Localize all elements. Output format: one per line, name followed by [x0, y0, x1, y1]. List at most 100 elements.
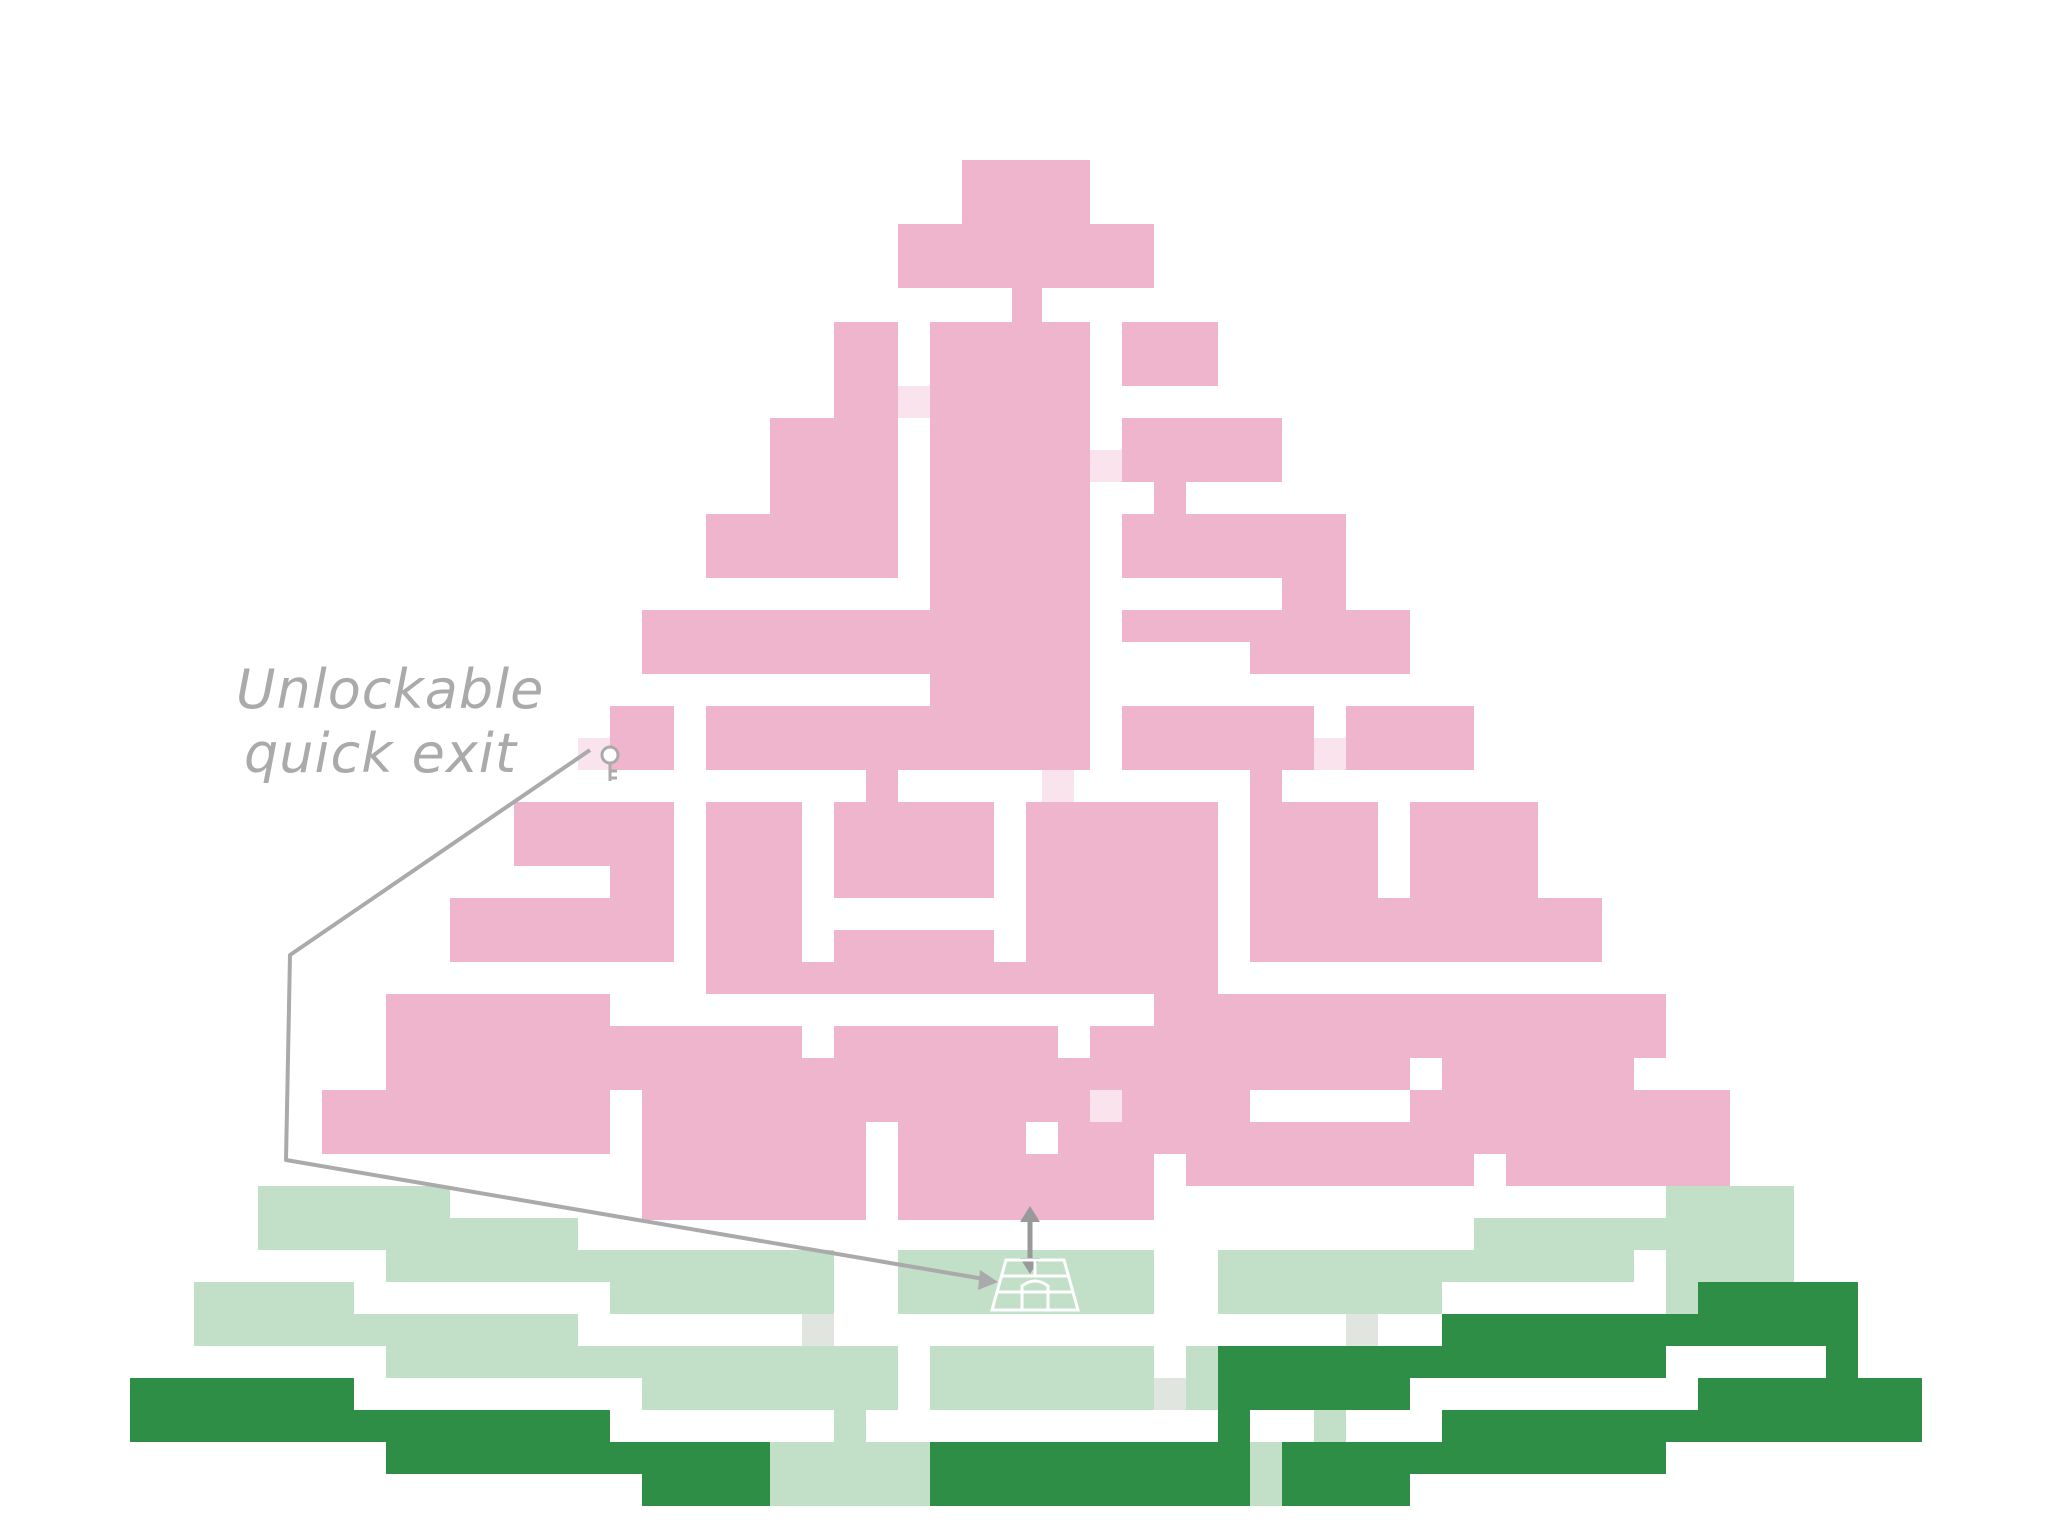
lower-maze-block: [194, 1282, 354, 1346]
callout-line: [284, 748, 991, 1282]
upper-maze-block: [898, 224, 1154, 288]
lower-maze-block: [1666, 1186, 1794, 1250]
upper-maze-block: [642, 1186, 866, 1220]
lower-maze-block: [834, 1410, 866, 1442]
lower-maze-dark-block: [1282, 1442, 1666, 1474]
upper-maze-block: [450, 898, 674, 962]
lower-maze-dark-block: [1826, 1346, 1858, 1378]
lower-maze-block: [930, 1346, 1154, 1410]
upper-maze-block: [1282, 578, 1346, 610]
upper-maze-block: [1442, 1058, 1602, 1090]
lower-maze-block: [354, 1314, 578, 1346]
upper-maze-block: [706, 866, 802, 898]
upper-maze-block: [898, 1154, 1154, 1186]
upper-maze-block: [642, 1154, 866, 1186]
upper-maze-block: [706, 802, 802, 866]
upper-maze-block: [1122, 706, 1314, 770]
lower-maze-hidden-cell: [802, 1314, 834, 1346]
upper-maze-block: [642, 1058, 1250, 1122]
lower-maze-block: [1218, 1250, 1442, 1314]
upper-maze-block: [930, 418, 1090, 546]
lower-maze-hidden-cell: [1154, 1378, 1186, 1410]
upper-maze-hidden-cell: [1090, 450, 1122, 482]
upper-maze-block: [1346, 706, 1474, 770]
upper-maze-block: [1506, 1154, 1730, 1186]
upper-maze-block: [1122, 610, 1250, 642]
upper-maze-hidden-cell: [1042, 770, 1074, 802]
upper-maze-block: [962, 160, 1090, 224]
upper-maze-block: [866, 770, 898, 802]
key-icon[interactable]: [600, 745, 620, 781]
lower-maze-block: [610, 1282, 834, 1314]
upper-maze-block: [514, 802, 674, 866]
upper-maze-block: [322, 1090, 610, 1154]
upper-maze-hidden-cell: [1314, 738, 1346, 770]
upper-maze-block: [1282, 994, 1666, 1058]
upper-maze-block: [642, 1122, 866, 1154]
upper-maze-block: [1602, 1058, 1634, 1090]
lower-maze-block: [386, 1346, 898, 1378]
upper-maze-hidden-cell: [898, 386, 930, 418]
upper-maze-block: [1090, 1026, 1154, 1058]
upper-maze-block: [1250, 610, 1410, 674]
lower-maze-dark-block: [1218, 1378, 1250, 1506]
lower-maze-dark-block: [354, 1410, 610, 1442]
upper-maze-block: [706, 514, 898, 578]
upper-maze-block: [930, 610, 1090, 674]
upper-maze-block: [610, 866, 674, 898]
upper-maze-block: [1122, 418, 1282, 482]
lower-maze-hidden-cells: [802, 1314, 1378, 1410]
upper-maze-block: [1250, 898, 1602, 962]
callout-label-line1: Unlockable: [236, 658, 544, 721]
upper-maze-block: [930, 674, 1090, 770]
upper-maze-block: [1314, 1122, 1410, 1154]
upper-maze-block: [1410, 802, 1538, 866]
upper-maze-block: [1154, 994, 1282, 1058]
lower-maze-block: [1442, 1250, 1634, 1282]
upper-maze-block: [1122, 322, 1218, 386]
callout-label-line2: quick exit: [244, 722, 518, 785]
upper-maze-block: [834, 802, 994, 898]
upper-maze-block: [834, 322, 898, 418]
lower-maze-dark-block: [1442, 1314, 1698, 1346]
upper-maze-block: [1026, 802, 1218, 866]
lower-maze-dark-block: [642, 1474, 770, 1506]
lower-maze-block: [834, 1474, 930, 1506]
upper-maze-block: [386, 994, 610, 1090]
upper-maze-block: [1026, 898, 1218, 962]
upper-maze-block: [1410, 1090, 1730, 1154]
upper-maze-block: [898, 1122, 1026, 1154]
lower-maze-hidden-cell: [1346, 1314, 1378, 1346]
upper-maze-block: [1122, 546, 1186, 578]
lower-maze-block: [1186, 1346, 1218, 1410]
upper-maze-block: [706, 706, 930, 770]
lower-maze-dark-block: [930, 1442, 1250, 1506]
lower-maze-dark-block: [1698, 1282, 1858, 1346]
upper-maze-block: [706, 898, 802, 962]
upper-maze-block: [1250, 770, 1282, 802]
upper-maze-block: [706, 962, 1218, 994]
lower-maze-dark-block: [1282, 1474, 1410, 1506]
upper-maze-block: [930, 322, 1090, 418]
upper-maze-block: [1026, 866, 1218, 898]
upper-maze-block: [1012, 288, 1042, 322]
upper-maze-block: [1250, 802, 1378, 866]
upper-maze-hidden-cell: [1090, 1090, 1122, 1122]
lower-maze-block: [386, 1250, 834, 1282]
lower-maze-block: [1250, 1442, 1282, 1506]
exit-gate-icon[interactable]: [990, 1258, 1080, 1312]
lower-maze-block: [1474, 1218, 1666, 1250]
lower-maze-dark-block: [130, 1378, 354, 1442]
upper-maze-block: [1250, 866, 1378, 898]
upper-maze-block: [930, 546, 1090, 610]
upper-maze-zone: [322, 160, 1730, 1220]
lower-maze-zone-dark: [130, 1282, 1922, 1506]
lower-maze-block: [642, 1378, 898, 1410]
lower-maze-block: [1314, 1410, 1346, 1442]
lower-maze-block: [258, 1186, 450, 1250]
lower-maze-dark-block: [1442, 1410, 1922, 1442]
upper-maze-block: [834, 930, 994, 962]
upper-maze-block: [1250, 1058, 1410, 1090]
